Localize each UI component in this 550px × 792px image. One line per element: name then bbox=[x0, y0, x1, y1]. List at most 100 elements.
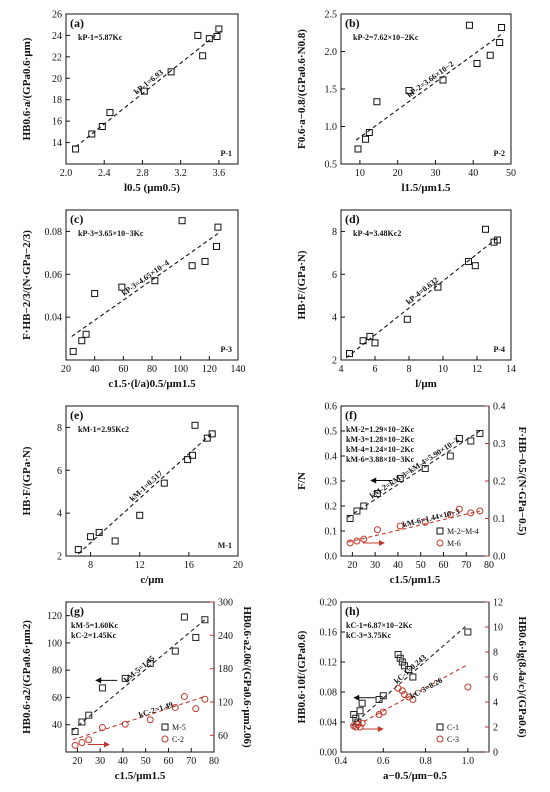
series-M-6-point bbox=[373, 526, 381, 534]
y-right-tick-label: 0 bbox=[493, 748, 498, 759]
panel-h: (h) 0.4 0.6 0.8 1.0 0.00 0.04 0.08 0.12 0.16 0.20 0… bbox=[296, 598, 528, 783]
y-right-tick-label: 10 bbox=[493, 623, 503, 634]
series-C-2-point bbox=[201, 695, 209, 703]
series-M-5-point bbox=[201, 616, 209, 624]
arrow-right-head bbox=[377, 726, 384, 732]
series-point bbox=[346, 350, 353, 358]
y-axis-label: HB·F/(GPa·N) bbox=[21, 446, 33, 515]
plot-frame bbox=[65, 405, 239, 557]
series-C-1-point bbox=[396, 654, 404, 662]
y-tick-label: 0.1 bbox=[325, 527, 338, 538]
legend-marker-circle bbox=[436, 539, 444, 547]
equation-text: kP-4=3.48Kc2 bbox=[353, 229, 401, 238]
series-M-5-point bbox=[78, 718, 86, 726]
y-tick-label: 16 bbox=[52, 117, 62, 128]
series-point bbox=[178, 217, 186, 225]
series-C-3-point bbox=[464, 683, 472, 691]
y-tick-label: 0.12 bbox=[320, 658, 338, 669]
y-right-tick-label: 0.3 bbox=[493, 439, 506, 450]
series-point bbox=[215, 25, 223, 33]
panel-f: (f)20 30 40 50 60 70 800.00.10.20.30.40.50.60.… bbox=[296, 402, 528, 587]
x-tick-label: 30 bbox=[370, 560, 380, 571]
y-right-tick-label: 60 bbox=[218, 731, 228, 742]
series-point bbox=[465, 21, 473, 29]
series-C-1-point bbox=[379, 692, 387, 700]
series-fit-line bbox=[77, 431, 214, 555]
y-right-tick-label: 4 bbox=[493, 698, 498, 709]
panel-letter: (a) bbox=[70, 16, 84, 30]
series-C-1-point bbox=[358, 699, 366, 707]
y-tick-label: 0.04 bbox=[320, 718, 338, 729]
series-point bbox=[471, 262, 479, 270]
series-point bbox=[160, 479, 168, 487]
arrow-left-head bbox=[95, 677, 102, 684]
arrow-right-head bbox=[103, 741, 110, 748]
y-tick-label: 24 bbox=[52, 31, 62, 42]
series-C-2-point bbox=[71, 741, 79, 749]
series-point bbox=[214, 223, 222, 231]
x-tick-label: 60 bbox=[163, 756, 173, 767]
y-right-axis-label: HB0.6·a2.06/(GPa0.6·μm2.06) bbox=[241, 606, 253, 748]
series-C-3-point bbox=[398, 687, 406, 695]
series-point bbox=[87, 533, 95, 541]
x-tick-label: 0.6 bbox=[377, 756, 390, 767]
x-tick-label: 1.0 bbox=[462, 756, 475, 767]
x-tick-label: 8 bbox=[88, 560, 93, 571]
series-point bbox=[191, 421, 199, 429]
series-M-6-point bbox=[353, 537, 361, 545]
y-tick-label: 100 bbox=[47, 638, 62, 649]
series-M-2~M-4-point bbox=[455, 435, 463, 442]
y-tick-label: 120 bbox=[47, 611, 62, 622]
series-M-5-point bbox=[71, 728, 79, 736]
series-point bbox=[354, 145, 362, 153]
y-tick-label: 6 bbox=[332, 270, 337, 281]
slope-label: kP-3=4.65×10−4 bbox=[120, 258, 171, 297]
y-tick-label: 20 bbox=[52, 74, 62, 85]
series-M-2~M-4-point bbox=[467, 437, 475, 445]
slope-label: kP-1=6.93 bbox=[132, 68, 165, 97]
y-axis-label: F·HB−2/3/(N·GPa−2/3) bbox=[21, 230, 33, 340]
series-C-2-fit-line bbox=[72, 695, 206, 741]
series-point bbox=[140, 87, 148, 95]
series-M-5-point bbox=[180, 613, 188, 621]
y-tick-label: 8 bbox=[332, 227, 337, 238]
y-right-axis-label: F·HB−0.5/(N·GPa−0.5) bbox=[516, 426, 528, 535]
series-M-5-point bbox=[171, 647, 179, 655]
series-C-1-point bbox=[405, 666, 413, 673]
y-tick-label: 2.0 bbox=[325, 47, 338, 58]
x-tick-label: 3.2 bbox=[174, 168, 187, 179]
x-tick-label: 80 bbox=[147, 364, 157, 375]
x-tick-label: 14 bbox=[506, 364, 516, 375]
series-point bbox=[201, 257, 209, 265]
y-tick-label: 0.6 bbox=[325, 402, 338, 413]
arrow-left-head bbox=[370, 477, 377, 484]
series-point bbox=[82, 330, 90, 338]
series-point bbox=[371, 339, 379, 347]
y-tick-label: 2.5 bbox=[325, 10, 338, 21]
series-M-5-point bbox=[98, 684, 106, 692]
arrow-left-head bbox=[353, 694, 360, 701]
x-tick-label: 60 bbox=[118, 364, 128, 375]
x-tick-label: 10 bbox=[438, 364, 448, 375]
equation-text: kP-1=5.87Kc bbox=[78, 33, 123, 42]
x-tick-label: 30 bbox=[430, 168, 440, 179]
x-tick-label: 12 bbox=[472, 364, 482, 375]
series-M-5-point bbox=[192, 633, 200, 641]
series-point bbox=[465, 257, 472, 265]
equation-text: kP-3=3.65×10−3Kc bbox=[78, 229, 144, 238]
panel-d: (d)4 6 8 10 12 142468l/μmHB·F/(GPa·N)kP-4=3.4… bbox=[296, 209, 516, 390]
legend-marker-circle bbox=[436, 735, 444, 743]
y-tick-label: 0.0 bbox=[325, 552, 338, 563]
series-M-2~M-4-point bbox=[373, 490, 381, 497]
series-C-3-point bbox=[379, 708, 387, 716]
y-right-tick-label: 0.1 bbox=[493, 514, 506, 525]
series-point bbox=[486, 51, 494, 59]
legend-marker-circle bbox=[161, 735, 169, 743]
x-axis-label: l/μm bbox=[415, 378, 437, 390]
x-axis-label: l0.5 (μm0.5) bbox=[124, 182, 180, 194]
y-axis-label: HB0.6·a/(GPa0.6·μm) bbox=[21, 37, 33, 140]
x-tick-label: 140 bbox=[231, 364, 246, 375]
series-M-6-point bbox=[467, 509, 475, 517]
panel-a: (a) 2.0 2.4 2.8 3.2 3.6 14 16 18 20 22 24 26 l0.5 (μm… bbox=[21, 10, 239, 194]
y-right-tick-label: 2 bbox=[493, 723, 498, 734]
